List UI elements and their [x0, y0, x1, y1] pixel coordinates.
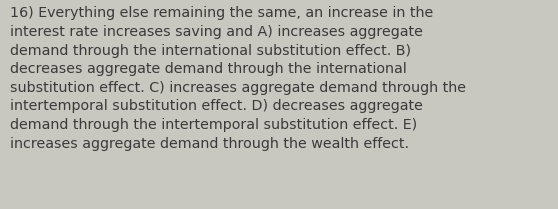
- Text: 16) Everything else remaining the same, an increase in the
interest rate increas: 16) Everything else remaining the same, …: [10, 6, 466, 151]
